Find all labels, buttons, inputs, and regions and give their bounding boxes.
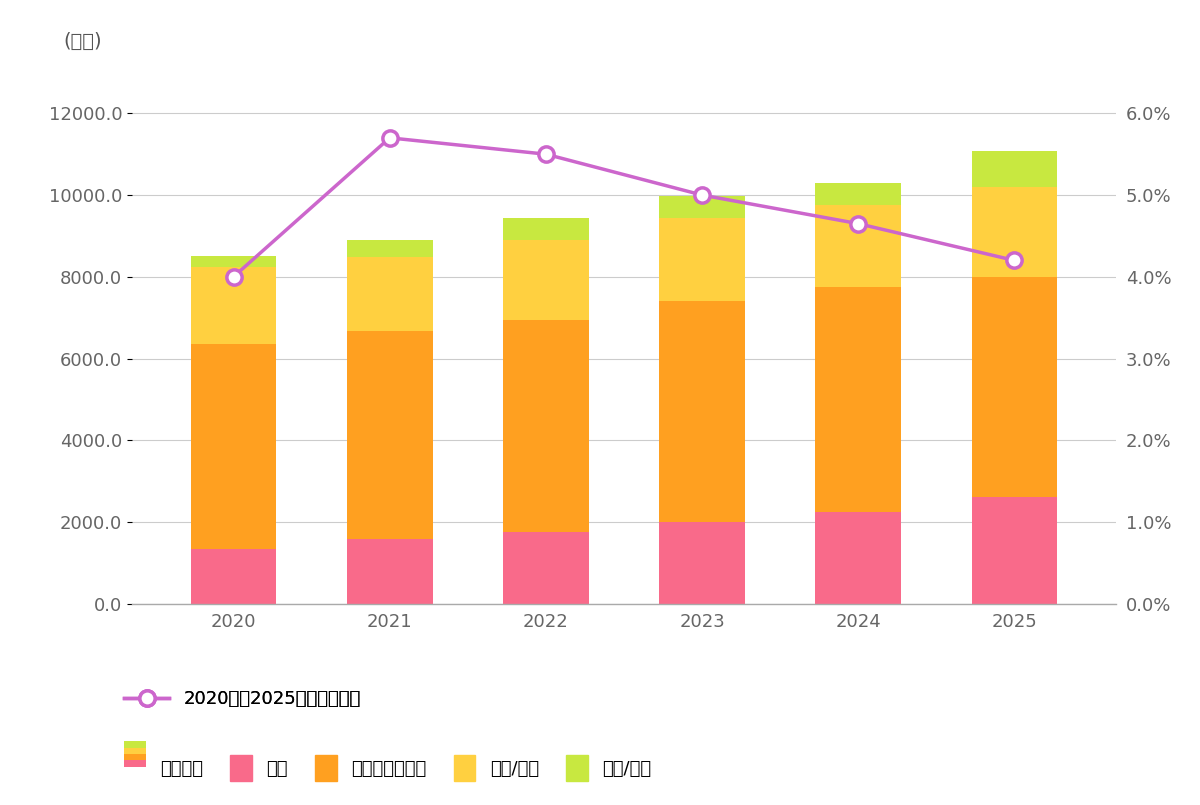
Bar [347, 539, 433, 604]
Bar [503, 217, 589, 240]
Bar [972, 497, 1057, 604]
Bar [659, 522, 745, 604]
Bar [972, 187, 1057, 277]
Bar [659, 301, 745, 522]
Bar [191, 256, 276, 266]
Bar [347, 240, 433, 257]
Bar [659, 196, 745, 217]
Bar [815, 205, 901, 287]
Bar [503, 320, 589, 532]
Bar [659, 217, 745, 301]
Bar [815, 512, 901, 604]
Bar [503, 532, 589, 604]
Legend: 2020年～2025年の年成長率: 2020年～2025年の年成長率 [118, 683, 368, 716]
Bar [191, 548, 276, 604]
Text: (億円): (億円) [64, 32, 102, 52]
Bar [503, 240, 589, 320]
Bar [815, 287, 901, 512]
Bar [191, 266, 276, 345]
Bar [815, 183, 901, 205]
Bar [347, 331, 433, 539]
Bar [972, 151, 1057, 187]
Bar [972, 277, 1057, 497]
Bar [347, 257, 433, 331]
Legend: 市場規模, 人事, カスタマーケア, 財務/経理, 調達/購購: 市場規模, 人事, カスタマーケア, 財務/経理, 調達/購購 [118, 748, 659, 788]
Bar [191, 345, 276, 548]
